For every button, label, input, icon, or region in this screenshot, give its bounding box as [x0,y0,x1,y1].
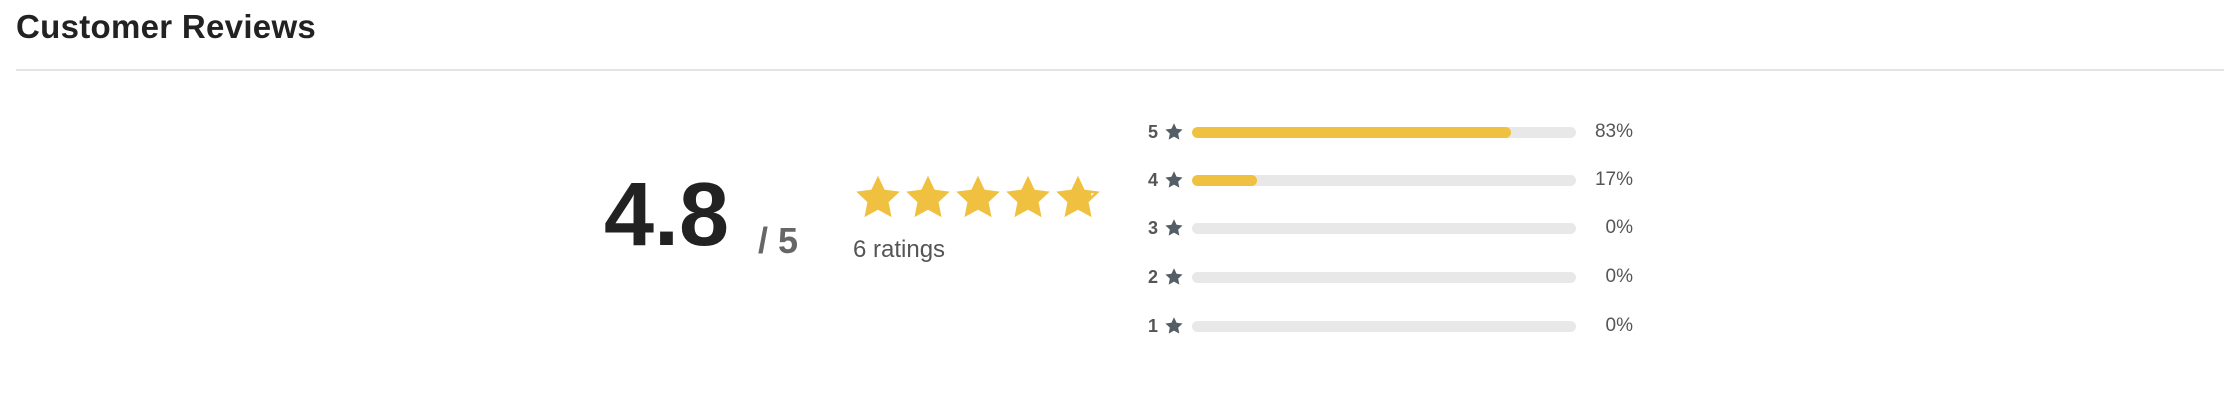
star-icon [1165,268,1183,285]
rating-bar [1192,126,1576,138]
rating-row-3: 3 0% [1138,216,1633,240]
rating-bar [1192,320,1576,332]
rating-bar [1192,174,1576,186]
rating-percent: 0% [1605,217,1633,238]
rating-row-2: 2 0% [1138,265,1633,289]
star-level-label: 4 [1147,169,1158,190]
star-level-label: 5 [1147,121,1158,142]
star-icon [1165,317,1183,334]
star-full-icon [856,176,900,218]
rating-percent: 0% [1605,266,1633,287]
star-partial-icon [1056,176,1100,218]
star-level-label: 3 [1147,217,1158,238]
star-level-label: 1 [1147,315,1158,336]
section-title: Customer Reviews [16,8,317,45]
average-score: 4.8 [604,165,730,265]
rating-percent: 17% [1594,169,1633,190]
star-full-icon [1006,176,1050,218]
rating-bar-fill [1192,174,1258,186]
rating-percent: 83% [1594,121,1633,142]
star-icon [1165,219,1183,236]
rating-bar [1192,222,1576,234]
divider [16,69,2224,71]
star-rating [856,176,1100,220]
rating-bar-fill [1192,126,1511,138]
star-level-label: 2 [1147,266,1158,287]
max-score: / 5 [758,220,799,261]
rating-row-1: 1 0% [1138,314,1633,338]
star-icon [1165,123,1183,140]
rating-row-5: 5 83% [1138,120,1633,144]
star-icon [1165,171,1183,188]
star-full-icon [956,176,1000,218]
rating-percent: 0% [1605,315,1633,336]
rating-bar [1192,271,1576,283]
ratings-count: 6 ratings [853,236,946,263]
rating-row-4: 4 17% [1138,168,1633,192]
star-full-icon [906,176,950,218]
